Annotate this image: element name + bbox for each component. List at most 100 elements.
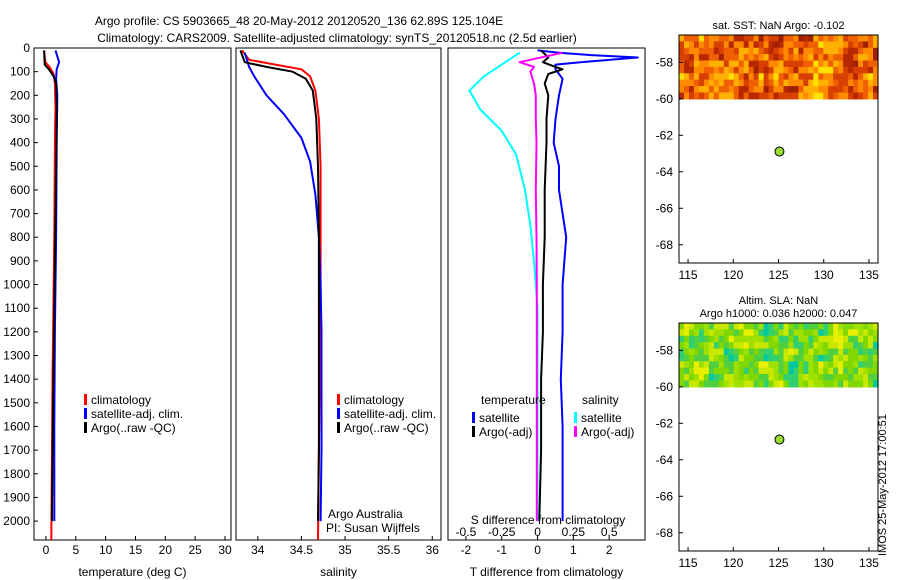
sla-map-grid-cell xyxy=(838,367,844,375)
depth-ytick-label: 600 xyxy=(10,183,30,197)
sst-map-grid-cell xyxy=(679,41,685,49)
sst-map-grid-cell xyxy=(873,66,879,74)
sla-map-grid-cell xyxy=(758,367,765,375)
sst-map-grid-cell xyxy=(788,35,795,42)
sla-map-grid-cell xyxy=(793,329,799,337)
difference-legend-label-temperature-argo-adj: Argo(-adj) xyxy=(479,425,532,439)
sla-map-grid-cell xyxy=(733,342,740,350)
sla-map-grid-cell xyxy=(823,323,829,330)
sla-map-grid-cell xyxy=(713,329,720,337)
sst-map-grid-cell xyxy=(813,41,819,49)
sst-map-grid-cell xyxy=(843,66,849,74)
sst-map-grid-cell xyxy=(783,92,790,100)
sla-map-grid-cell xyxy=(753,329,760,337)
sla-map-grid-cell xyxy=(828,342,834,350)
sla-map-grid-cell xyxy=(818,348,824,356)
depth-ytick-label: 1000 xyxy=(3,278,30,292)
sla-map-grid-cell xyxy=(723,374,730,382)
sla-map-grid-cell xyxy=(728,348,735,356)
sla-map-grid-cell xyxy=(813,335,819,343)
sst-map-grid-cell xyxy=(763,92,770,100)
sst-map-grid-cell xyxy=(763,60,770,68)
sla-map-grid-cell xyxy=(703,329,710,337)
sst-map-grid-cell xyxy=(838,66,844,74)
sla-map-grid-cell xyxy=(738,354,745,362)
sst-map-grid-cell xyxy=(743,86,750,94)
sst-map-grid-cell xyxy=(693,73,700,81)
sst-map-grid-cell xyxy=(808,86,814,94)
sla-map-grid-cell xyxy=(728,361,735,369)
sst-map-grid-cell xyxy=(778,92,785,100)
sst-map-grid-cell xyxy=(828,41,834,49)
sla-map-title-line-2: Argo h1000: 0.036 h2000: 0.047 xyxy=(700,308,858,320)
sla-map-grid-cell xyxy=(798,323,804,330)
difference-s-tick-label: -0.5 xyxy=(456,525,477,539)
sst-map-grid-cell xyxy=(843,54,849,62)
sla-map-grid-cell xyxy=(868,380,874,388)
sla-map-grid-cell xyxy=(788,335,795,343)
sla-map-grid-cell xyxy=(708,361,715,369)
sst-map-grid-cell xyxy=(748,60,755,68)
sst-map-grid-cell xyxy=(758,60,765,68)
sst-map-grid-cell xyxy=(698,47,705,55)
sst-map-grid-cell xyxy=(813,79,819,87)
sst-map-grid-cell xyxy=(808,54,814,62)
sla-map-grid-cell xyxy=(758,329,765,337)
sst-map-grid-cell xyxy=(733,54,740,62)
sla-map-grid-cell xyxy=(843,361,849,369)
sst-map-grid-cell xyxy=(838,92,844,100)
sst-map-grid-cell xyxy=(833,79,839,87)
sst-map-grid-cell xyxy=(803,92,809,100)
sst-map-grid-cell xyxy=(679,35,685,42)
sst-map-grid-cell xyxy=(853,54,859,62)
temperature-xtick-label: 15 xyxy=(129,543,143,557)
sst-map-grid-cell xyxy=(848,60,854,68)
sla-map-grid-cell xyxy=(823,354,829,362)
sla-map-grid-cell xyxy=(703,354,710,362)
sst-map-grid-cell xyxy=(683,41,690,49)
sla-map-grid-cell xyxy=(793,342,799,350)
sst-map-xtick-label: 135 xyxy=(859,268,879,282)
sla-map-grid-cell xyxy=(703,342,710,350)
sla-map-grid-cell xyxy=(758,354,765,362)
sla-map-grid-cell xyxy=(843,367,849,375)
sla-map-grid-cell xyxy=(848,367,854,375)
sla-map-grid-cell xyxy=(823,329,829,337)
depth-ytick-label: 1200 xyxy=(3,325,30,339)
sla-map-grid-cell xyxy=(808,361,814,369)
sst-map-grid-cell xyxy=(688,60,695,68)
sst-map-grid-cell xyxy=(798,66,804,74)
sst-map-grid-cell xyxy=(793,54,799,62)
sla-map-grid-cell xyxy=(713,374,720,382)
sst-map-grid-cell xyxy=(803,60,809,68)
sst-map-grid-cell xyxy=(858,47,864,55)
sst-map-grid-cell xyxy=(713,66,720,74)
sst-map-grid-cell xyxy=(788,86,795,94)
sst-map-grid-cell xyxy=(738,86,745,94)
sla-map-grid-cell xyxy=(778,354,785,362)
sst-map-grid-cell xyxy=(838,41,844,49)
sla-map-grid-cell xyxy=(758,361,765,369)
sst-map-ytick-label: -62 xyxy=(656,128,674,142)
sst-map-grid-cell xyxy=(783,79,790,87)
sst-map-grid-cell xyxy=(853,66,859,74)
sla-map-grid-cell xyxy=(778,374,785,382)
sla-map-grid-cell xyxy=(708,342,715,350)
sla-map-grid-cell xyxy=(723,342,730,350)
sst-map-grid-cell xyxy=(728,60,735,68)
sst-map-grid-cell xyxy=(858,60,864,68)
sla-map-grid-cell xyxy=(708,367,715,375)
salinity-xtick-label: 35 xyxy=(338,543,352,557)
sst-map-grid-cell xyxy=(853,35,859,42)
sst-map-grid-cell xyxy=(753,47,760,55)
sla-map-grid-cell xyxy=(703,323,710,330)
depth-ytick-label: 0 xyxy=(23,41,30,55)
sst-map-grid-cell xyxy=(688,35,695,42)
sla-map-grid-cell xyxy=(818,329,824,337)
salinity-xtick-label: 36 xyxy=(426,543,440,557)
sst-map-grid-cell xyxy=(743,73,750,81)
sst-map-grid-cell xyxy=(753,79,760,87)
sla-map-ytick-label: -60 xyxy=(656,380,674,394)
depth-ytick-label: 1700 xyxy=(3,443,30,457)
sla-map-grid-cell xyxy=(788,329,795,337)
